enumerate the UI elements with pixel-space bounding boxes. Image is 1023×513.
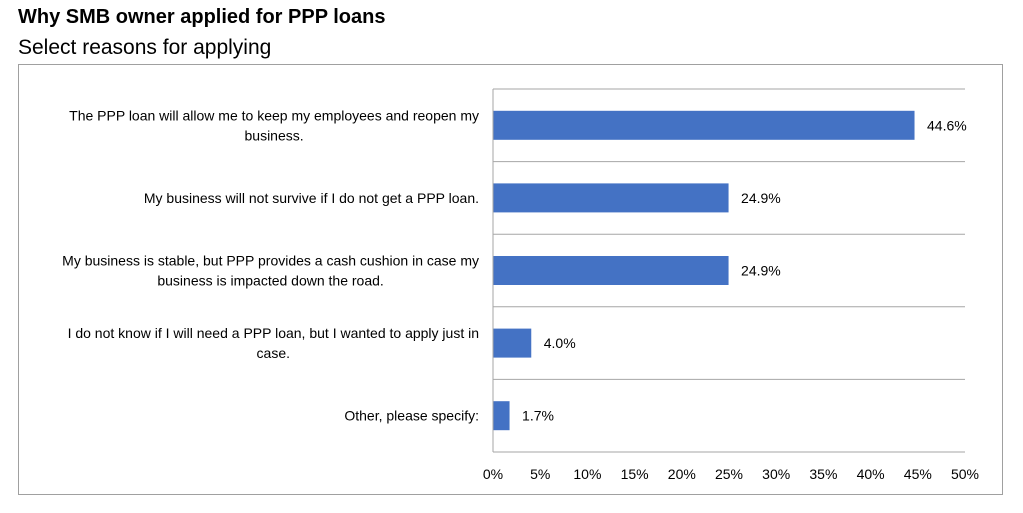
x-tick-label: 50% [951,466,979,482]
x-tick-label: 45% [904,466,932,482]
data-label: 1.7% [522,408,554,424]
chart-subtitle: Select reasons for applying [18,36,272,59]
x-tick-label: 20% [668,466,696,482]
bar [493,401,510,431]
x-tick-label: 35% [809,466,837,482]
category-label: The PPP loan will allow me to keep my em… [69,107,479,123]
category-label: business. [245,127,304,143]
x-tick-label: 10% [573,466,601,482]
category-label: Other, please specify: [344,408,479,424]
category-label: case. [257,345,290,361]
x-tick-label: 5% [530,466,550,482]
bar [493,110,915,140]
x-tick-label: 25% [715,466,743,482]
data-label: 24.9% [741,263,781,279]
x-tick-label: 40% [857,466,885,482]
x-tick-label: 0% [483,466,503,482]
data-label: 24.9% [741,190,781,206]
category-label: business is impacted down the road. [157,273,383,289]
x-tick-label: 15% [621,466,649,482]
data-label: 4.0% [544,335,576,351]
chart-frame [18,64,1003,495]
chart-title: Why SMB owner applied for PPP loans [18,6,386,28]
x-tick-label: 30% [762,466,790,482]
category-label: I do not know if I will need a PPP loan,… [68,325,479,341]
bar [493,183,729,213]
category-label: My business will not survive if I do not… [144,190,479,206]
bar [493,256,729,285]
data-label: 44.6% [927,117,967,133]
category-label: My business is stable, but PPP provides … [62,253,479,269]
bar [493,328,532,358]
